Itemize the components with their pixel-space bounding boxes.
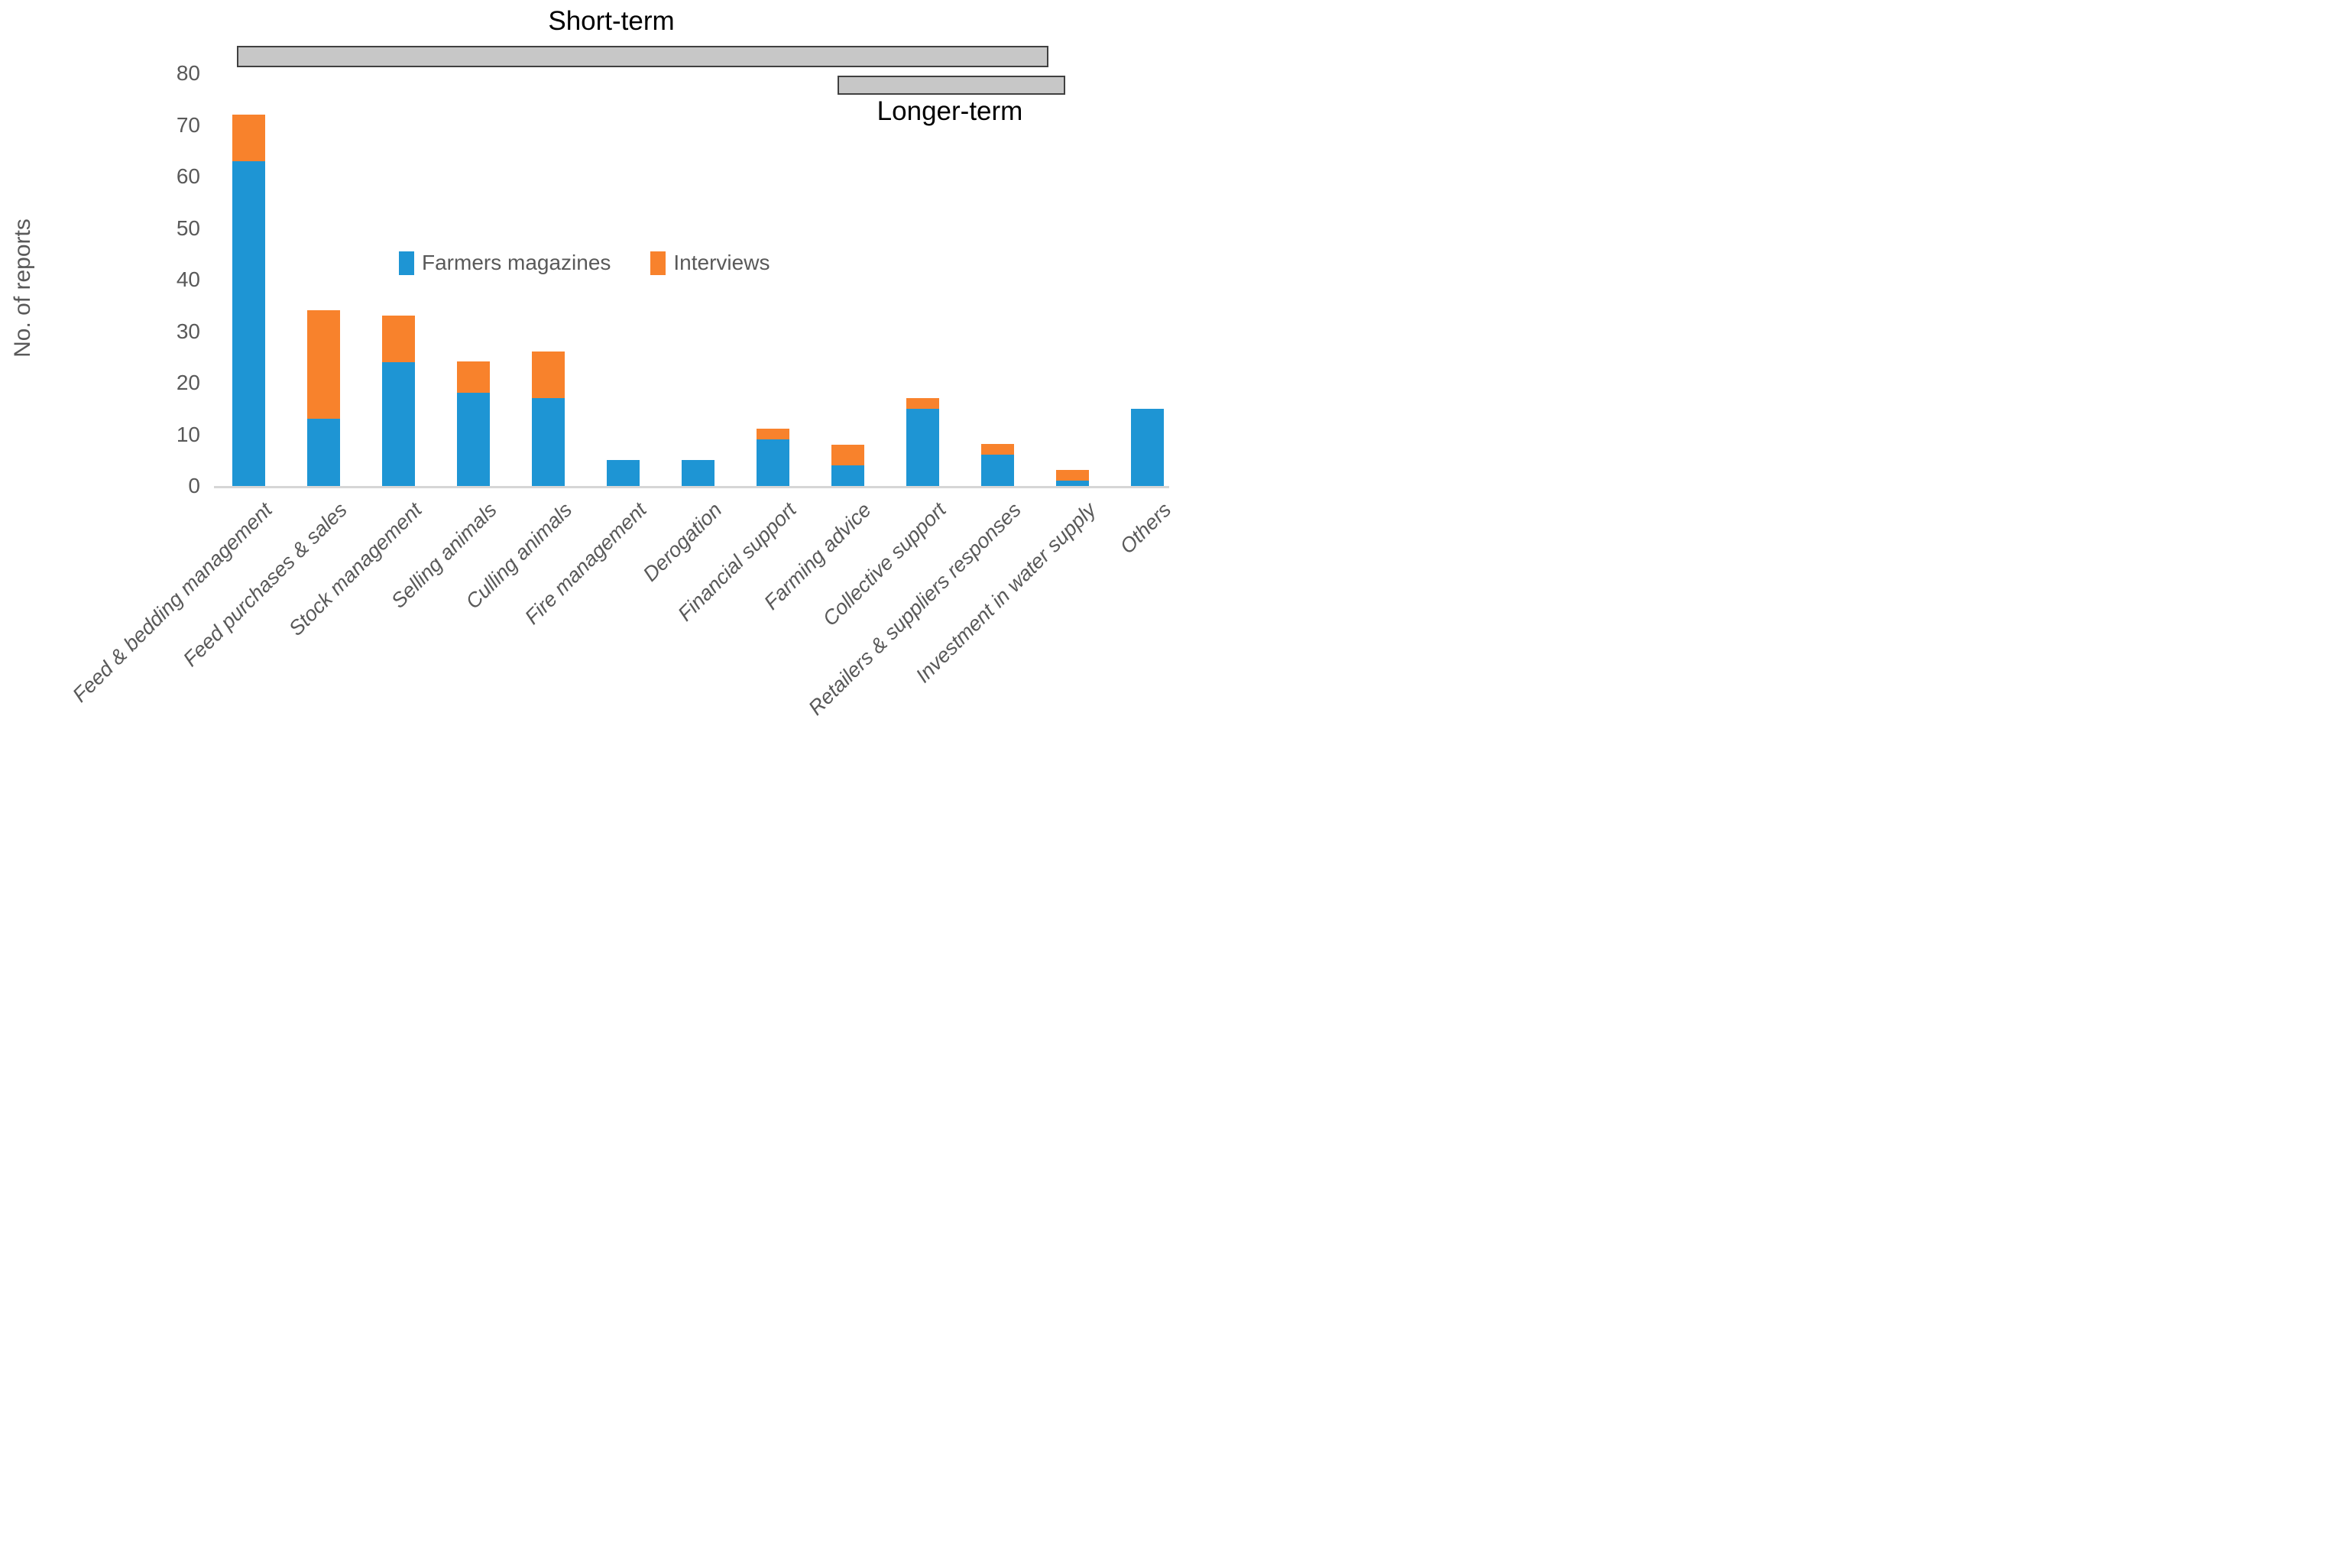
y-tick-label: 10 [176, 423, 200, 446]
bar-segment-farmers-magazines [531, 398, 565, 486]
bar-segment-interviews [306, 310, 340, 419]
stacked-bar-chart-figure: No. of reports 0 10 20 30 40 50 60 70 80 Short-t… [0, 0, 1173, 784]
bar-segment-interviews [456, 361, 490, 393]
legend-item-interviews: Interviews [650, 251, 770, 275]
y-tick-label: 50 [176, 216, 200, 240]
farmers-magazines-swatch-icon [399, 251, 414, 275]
bar-segment-farmers-magazines [456, 393, 490, 486]
interviews-swatch-icon [650, 251, 666, 275]
longer-term-annotation-title: Longer-term [877, 96, 1023, 126]
bar-segment-interviews [531, 352, 565, 398]
short-term-annotation-title: Short-term [548, 6, 675, 36]
bar-segment-farmers-magazines [381, 362, 415, 486]
x-category-label: Stock management [284, 498, 427, 640]
y-tick-label: 40 [176, 267, 200, 291]
short-term-bracket-bar [237, 46, 1048, 67]
x-category-label: Others [1115, 498, 1173, 559]
y-tick-label: 20 [176, 371, 200, 394]
y-tick-label: 80 [176, 61, 200, 85]
bar-segment-interviews [980, 444, 1014, 455]
bar-segment-interviews [831, 445, 864, 465]
y-axis-title: No. of reports [10, 219, 35, 358]
bar-segment-interviews [906, 398, 939, 409]
bar-segment-farmers-magazines [980, 455, 1014, 486]
bar-segment-farmers-magazines [756, 439, 789, 486]
y-tick-label: 0 [188, 474, 200, 497]
legend-label-interviews: Interviews [673, 251, 770, 274]
bar-segment-interviews [232, 115, 265, 161]
y-tick-label: 70 [176, 113, 200, 137]
y-tick-label: 60 [176, 164, 200, 188]
x-axis-baseline [214, 486, 1169, 488]
bar-segment-farmers-magazines [681, 460, 714, 486]
chart-legend: Farmers magazines Interviews [399, 251, 770, 275]
bar-segment-farmers-magazines [831, 465, 864, 486]
bar-segment-interviews [756, 429, 789, 439]
legend-label-farmers-magazines: Farmers magazines [422, 251, 611, 274]
legend-item-farmers-magazines: Farmers magazines [399, 251, 611, 275]
bar-segment-interviews [381, 316, 415, 362]
bar-segment-farmers-magazines [906, 409, 939, 486]
bar-segment-farmers-magazines [1130, 409, 1164, 486]
y-tick-label: 30 [176, 319, 200, 343]
bar-segment-farmers-magazines [606, 460, 640, 486]
longer-term-bracket-bar [838, 76, 1065, 95]
bar-segment-farmers-magazines [306, 419, 340, 486]
bar-segment-farmers-magazines [232, 161, 265, 486]
bar-segment-interviews [1055, 470, 1089, 481]
bar-segment-farmers-magazines [1055, 481, 1089, 486]
